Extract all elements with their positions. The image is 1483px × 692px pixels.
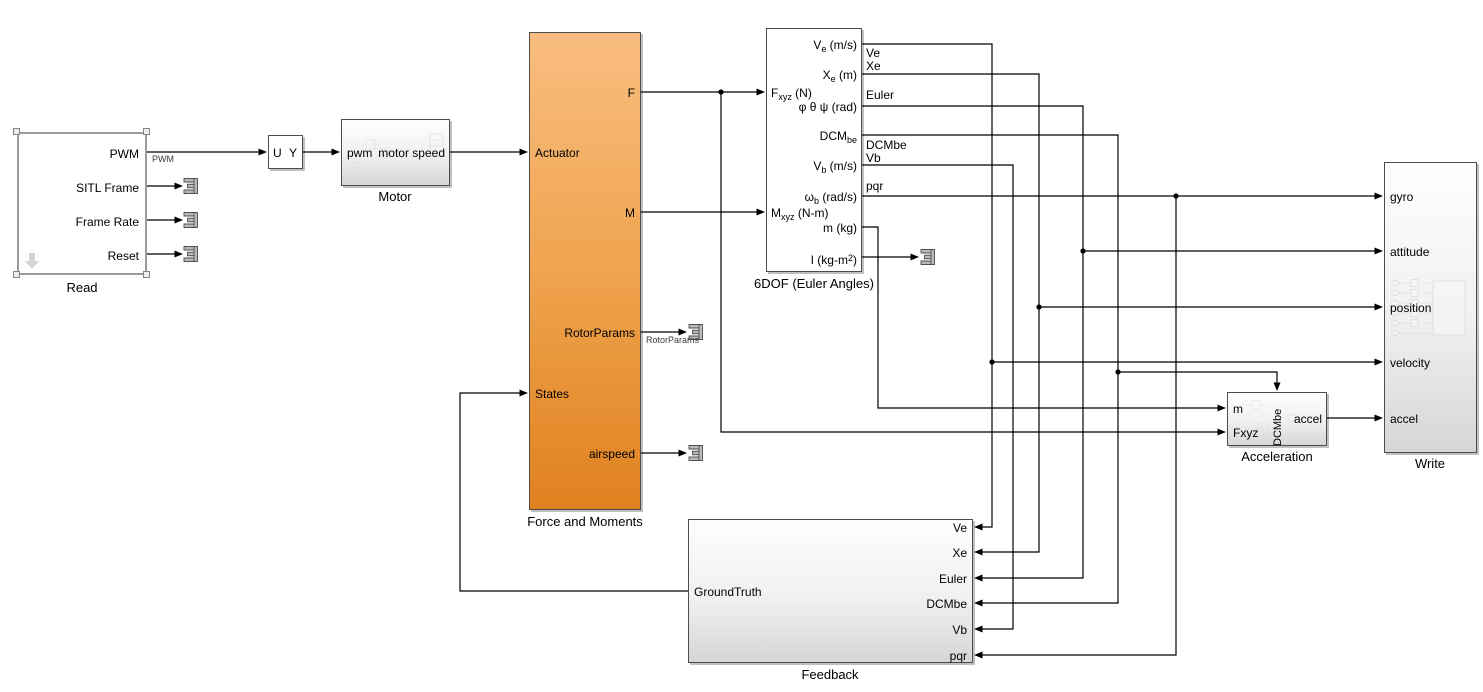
block-selector[interactable]: U Y	[268, 135, 303, 169]
selection-handle[interactable]	[13, 271, 20, 278]
port-label-wb-out: ωb (rad/s)	[804, 190, 857, 206]
block-force-and-moments[interactable]: Actuator States F M RotorParams airspeed	[529, 32, 641, 510]
port-label-accel-dcmbe-top: DCMbe	[1272, 408, 1284, 446]
block-name-acceleration: Acceleration	[1241, 449, 1313, 464]
terminator-icon	[183, 178, 198, 194]
port-label-velocity: velocity	[1390, 356, 1431, 370]
port-label-states: States	[535, 387, 570, 401]
port-label-dcmbe-out: DCMbe	[819, 129, 857, 145]
port-label-y: Y	[288, 146, 297, 160]
port-label-motor-speed: motor speed	[378, 146, 445, 160]
port-label-actuator: Actuator	[535, 146, 580, 160]
port-label-xe-in: Xe	[952, 546, 967, 560]
port-label-f: F	[627, 86, 635, 100]
port-label-euler-out: φ θ ψ (rad)	[798, 100, 857, 114]
port-label-reset: Reset	[107, 249, 139, 263]
port-label-sitl-frame: SITL Frame	[76, 181, 139, 195]
signal-label-rotorparams[interactable]: RotorParams	[646, 335, 700, 345]
block-write[interactable]: gyro attitude position velocity accel	[1384, 162, 1477, 453]
selection-handle[interactable]	[143, 271, 150, 278]
selection-handle[interactable]	[13, 128, 20, 135]
signal-label-dcmbe[interactable]: DCMbe	[866, 138, 907, 152]
block-read[interactable]: PWM SITL Frame Frame Rate Reset	[17, 132, 147, 275]
port-label-mass-out: m (kg)	[823, 221, 857, 235]
signal-label-pwm[interactable]: PWM	[152, 154, 174, 164]
block-name-feedback: Feedback	[801, 667, 859, 682]
terminator-icon	[920, 249, 935, 265]
port-label-inertia-out: I (kg-m2)	[810, 253, 857, 267]
port-label-groundtruth: GroundTruth	[694, 585, 762, 599]
signal-label-ve[interactable]: Ve	[866, 46, 881, 60]
port-label-attitude: attitude	[1390, 245, 1430, 259]
port-label-vb-in: Vb	[952, 623, 967, 637]
port-label-u: U	[273, 146, 282, 160]
port-label-xe-out: Xe (m)	[822, 68, 857, 84]
port-label-euler-in: Euler	[938, 572, 967, 586]
signal-label-euler[interactable]: Euler	[866, 88, 895, 102]
block-name-read: Read	[66, 280, 98, 295]
port-label-position: position	[1390, 301, 1432, 315]
wire-euler	[862, 105, 1084, 579]
port-label-mxyz-in: Mxyz (N-m)	[771, 206, 829, 222]
terminator-icon	[183, 212, 198, 228]
port-label-accel-in: accel	[1390, 412, 1419, 426]
port-label-gyro: gyro	[1390, 190, 1414, 204]
port-label-accel-fxyz: Fxyz	[1233, 426, 1259, 440]
port-label-accel-m: m	[1233, 402, 1243, 416]
block-motor[interactable]: pwm motor speed	[341, 119, 450, 186]
block-6dof[interactable]: Fxyz (N) Mxyz (N-m) Ve (m/s) Xe (m) φ θ …	[766, 28, 862, 272]
port-label-ve-out: Ve (m/s)	[813, 38, 857, 54]
port-label-accel-out: accel	[1293, 412, 1322, 426]
signal-label-pqr[interactable]: pqr	[866, 179, 884, 193]
port-label-dcmbe-in: DCMbe	[926, 597, 967, 611]
port-label-rotorparams: RotorParams	[564, 326, 635, 340]
port-label-pqr-in: pqr	[949, 649, 967, 663]
port-label-frame-rate: Frame Rate	[75, 215, 139, 229]
port-label-pwm-in: pwm	[347, 146, 373, 160]
signal-label-vb[interactable]: Vb	[866, 151, 881, 165]
wire-dcmbe-accel	[1118, 371, 1278, 383]
block-name-6dof: 6DOF (Euler Angles)	[754, 276, 874, 291]
port-label-ve-in: Ve	[952, 521, 967, 535]
block-name-force-and-moments: Force and Moments	[527, 514, 643, 529]
port-label-pwm-out: PWM	[109, 147, 139, 161]
wire-pqr-feedback	[982, 196, 1177, 656]
block-name-motor: Motor	[378, 189, 412, 204]
block-name-write: Write	[1414, 456, 1446, 471]
terminator-icon	[183, 246, 198, 262]
block-feedback[interactable]: GroundTruth Ve Xe Euler DCMbe Vb pqr	[688, 519, 973, 663]
signal-label-xe[interactable]: Xe	[866, 59, 881, 73]
wire-ve	[862, 43, 993, 528]
block-acceleration[interactable]: m Fxyz accel DCMbe	[1227, 392, 1327, 446]
selection-handle[interactable]	[143, 128, 150, 135]
port-label-vb-out: Vb (m/s)	[813, 159, 857, 175]
port-label-airspeed: airspeed	[588, 447, 635, 461]
port-label-m: M	[625, 206, 635, 220]
wire-mass	[862, 226, 1218, 409]
library-link-arrow-icon	[25, 253, 39, 269]
terminator-icon	[688, 445, 703, 461]
